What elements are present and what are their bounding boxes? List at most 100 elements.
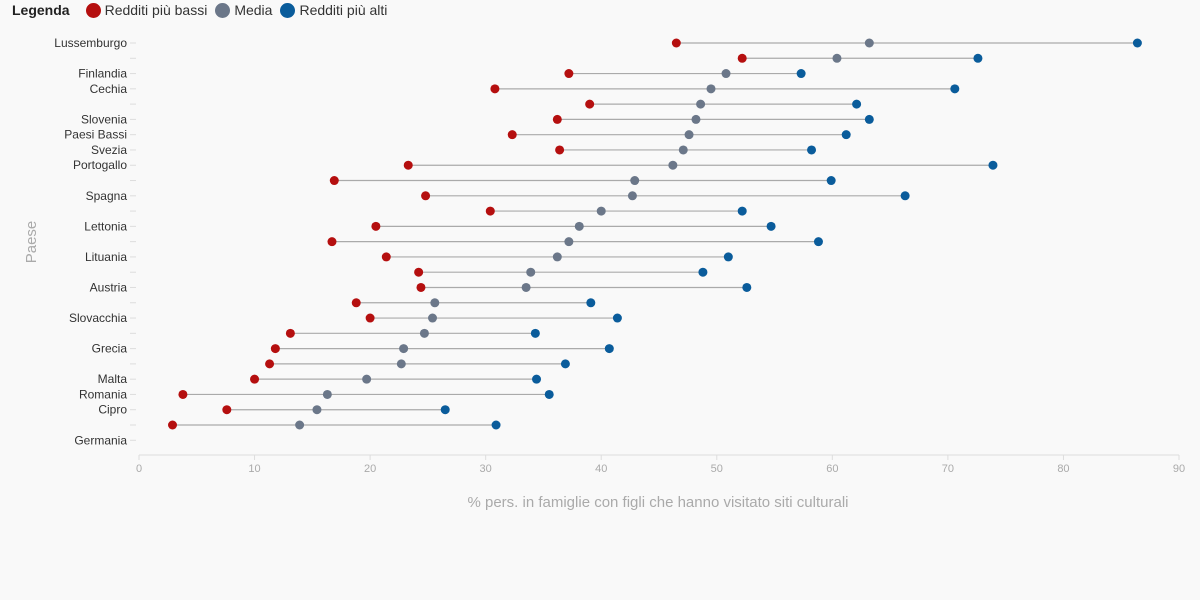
dot-low[interactable] xyxy=(490,84,500,94)
legend-item-mean[interactable]: Media xyxy=(215,2,272,18)
dot-mean[interactable] xyxy=(630,176,640,186)
dot-high[interactable] xyxy=(766,221,776,231)
dot-low[interactable] xyxy=(564,69,574,79)
dot-mean[interactable] xyxy=(678,145,688,155)
y-tick-label: Germania xyxy=(74,433,127,447)
chart-row xyxy=(130,420,501,430)
dot-low[interactable] xyxy=(671,38,681,48)
dot-mean[interactable] xyxy=(574,221,584,231)
dot-mean[interactable] xyxy=(668,160,678,170)
dot-high[interactable] xyxy=(604,344,614,354)
dot-low[interactable] xyxy=(737,53,747,63)
chart-row: Germania xyxy=(74,433,136,447)
dot-mean[interactable] xyxy=(322,389,332,399)
dot-low[interactable] xyxy=(552,114,562,124)
dot-mean[interactable] xyxy=(295,420,305,430)
dot-low[interactable] xyxy=(421,191,431,201)
chart-row: Finlandia xyxy=(78,67,806,81)
chart-row xyxy=(130,53,983,63)
dot-low[interactable] xyxy=(222,405,232,415)
dot-high[interactable] xyxy=(723,252,733,262)
dot-high[interactable] xyxy=(950,84,960,94)
dot-mean[interactable] xyxy=(428,313,438,323)
dot-mean[interactable] xyxy=(312,405,322,415)
dot-low[interactable] xyxy=(265,359,275,369)
dot-high[interactable] xyxy=(813,237,823,247)
dot-high[interactable] xyxy=(1132,38,1142,48)
dot-low[interactable] xyxy=(168,420,178,430)
dot-high[interactable] xyxy=(852,99,862,109)
dot-high[interactable] xyxy=(586,298,596,308)
legend-item-low[interactable]: Redditi più bassi xyxy=(85,2,207,18)
dot-low[interactable] xyxy=(351,298,361,308)
dot-mean[interactable] xyxy=(721,69,731,79)
dot-high[interactable] xyxy=(826,176,836,186)
dot-high[interactable] xyxy=(440,405,450,415)
legend-item-high[interactable]: Redditi più alti xyxy=(280,2,387,18)
dot-mean[interactable] xyxy=(521,282,531,292)
dot-mean[interactable] xyxy=(419,328,429,338)
dot-high[interactable] xyxy=(988,160,998,170)
dot-high[interactable] xyxy=(807,145,817,155)
dot-low[interactable] xyxy=(371,221,381,231)
dot-high[interactable] xyxy=(841,130,851,140)
dot-low[interactable] xyxy=(416,282,426,292)
dot-high[interactable] xyxy=(530,328,540,338)
dot-mean[interactable] xyxy=(564,237,574,247)
dot-low[interactable] xyxy=(178,389,188,399)
dot-low[interactable] xyxy=(270,344,280,354)
dot-high[interactable] xyxy=(737,206,747,216)
dot-low[interactable] xyxy=(250,374,260,384)
dot-mean[interactable] xyxy=(596,206,606,216)
dot-high[interactable] xyxy=(544,389,554,399)
dot-mean[interactable] xyxy=(691,114,701,124)
chart-row xyxy=(130,206,747,216)
dot-high[interactable] xyxy=(742,282,752,292)
dot-low[interactable] xyxy=(403,160,413,170)
chart-row: Romania xyxy=(79,387,554,401)
chart-row: Slovacchia xyxy=(69,311,622,325)
dot-high[interactable] xyxy=(698,267,708,277)
dot-low[interactable] xyxy=(485,206,495,216)
dot-mean[interactable] xyxy=(399,344,409,354)
chart-row: Spagna xyxy=(86,189,910,203)
dot-high[interactable] xyxy=(973,53,983,63)
dot-low[interactable] xyxy=(381,252,391,262)
dot-high[interactable] xyxy=(900,191,910,201)
dot-low[interactable] xyxy=(285,328,295,338)
dot-mean[interactable] xyxy=(832,53,842,63)
x-tick-label: 60 xyxy=(826,463,838,475)
dot-low[interactable] xyxy=(365,313,375,323)
dot-low[interactable] xyxy=(414,267,424,277)
chart-row: Lussemburgo xyxy=(54,36,1142,50)
chart-row: Slovenia xyxy=(81,112,874,126)
y-tick-label: Lituania xyxy=(85,250,127,264)
dot-mean[interactable] xyxy=(706,84,716,94)
dot-mean[interactable] xyxy=(396,359,406,369)
dot-low[interactable] xyxy=(329,176,339,186)
chart-row xyxy=(130,267,708,277)
legend: Legenda Redditi più bassi Media Redditi … xyxy=(12,0,395,20)
dot-mean[interactable] xyxy=(684,130,694,140)
dot-low[interactable] xyxy=(585,99,595,109)
dot-low[interactable] xyxy=(555,145,565,155)
dot-high[interactable] xyxy=(612,313,622,323)
dot-mean[interactable] xyxy=(552,252,562,262)
dot-mean[interactable] xyxy=(362,374,372,384)
dot-high[interactable] xyxy=(864,114,874,124)
dot-mean[interactable] xyxy=(627,191,637,201)
dot-high[interactable] xyxy=(532,374,542,384)
dot-mean[interactable] xyxy=(526,267,536,277)
chart-row: Lituania xyxy=(85,250,733,264)
dot-mean[interactable] xyxy=(696,99,706,109)
dot-low[interactable] xyxy=(327,237,337,247)
dot-high[interactable] xyxy=(560,359,570,369)
dot-mean[interactable] xyxy=(864,38,874,48)
dot-mean[interactable] xyxy=(430,298,440,308)
dot-low[interactable] xyxy=(507,130,517,140)
legend-label-high: Redditi più alti xyxy=(299,2,388,18)
dot-high[interactable] xyxy=(491,420,501,430)
dot-high[interactable] xyxy=(796,69,806,79)
